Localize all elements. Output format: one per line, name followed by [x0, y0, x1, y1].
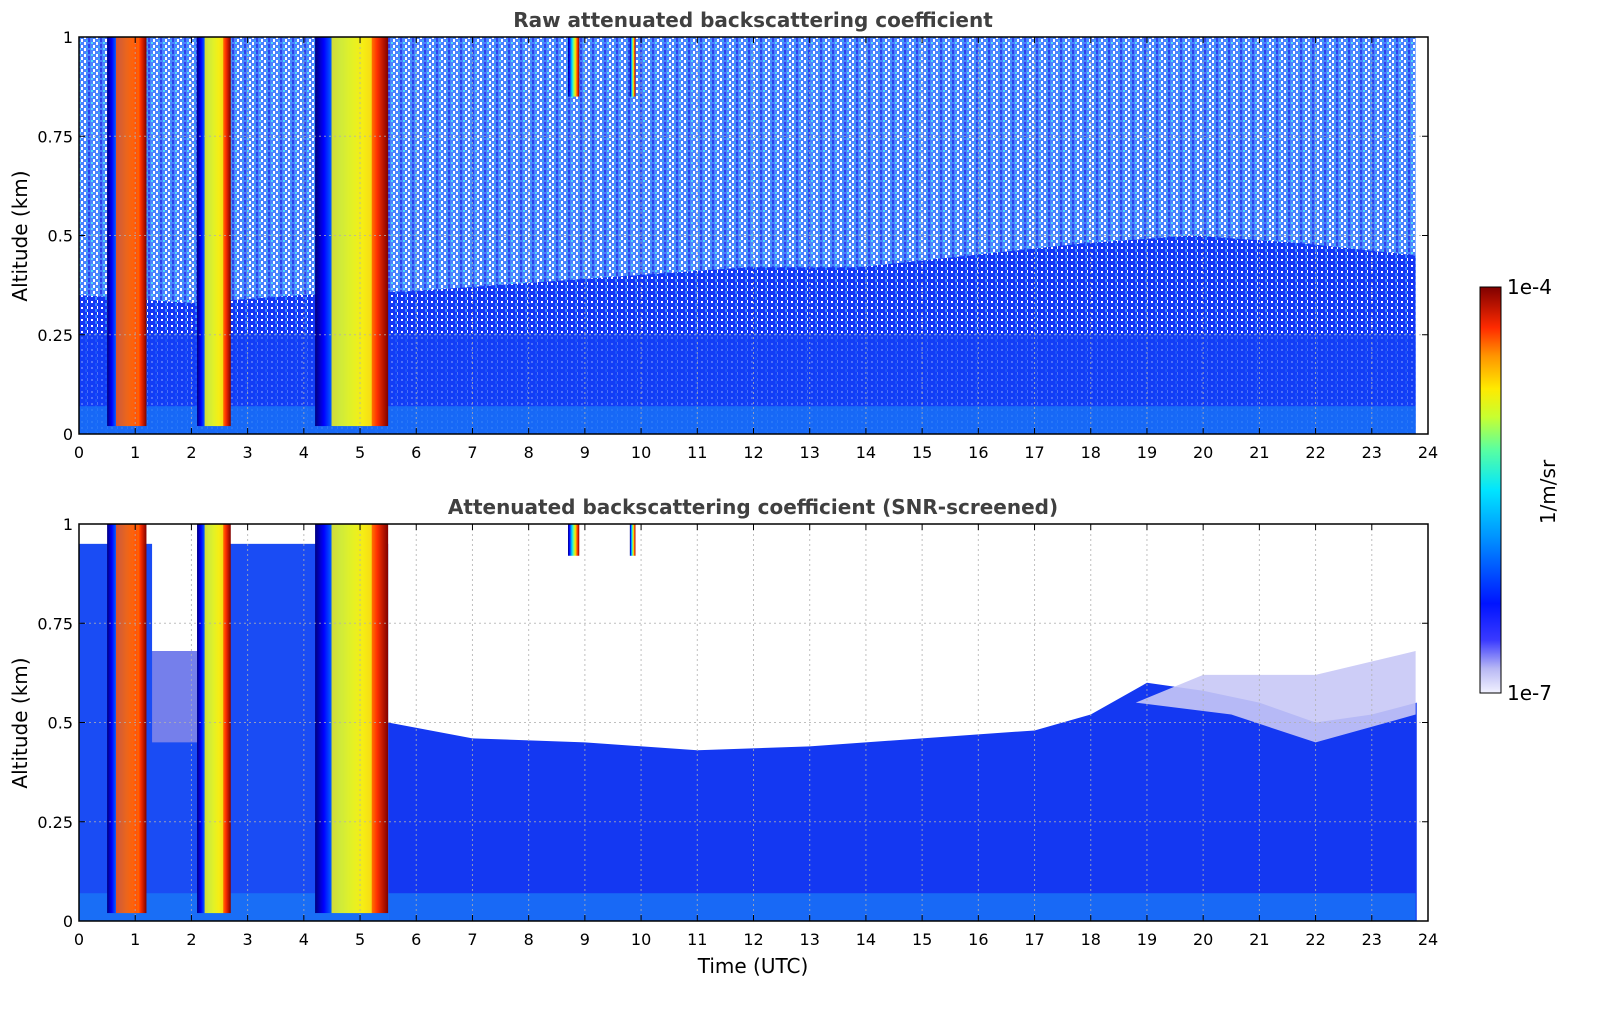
- strong-layer-core: [115, 524, 138, 914]
- strong-layer: [629, 524, 636, 556]
- strong-layer: [568, 524, 580, 556]
- x-tick-label: 23: [1362, 930, 1382, 949]
- panel-screened: Attenuated backscattering coefficient (S…: [8, 495, 1438, 978]
- colorbar-min-label: 1e-7: [1507, 681, 1552, 705]
- strong-layer-core: [204, 37, 224, 427]
- x-tick-label: 6: [411, 930, 421, 949]
- x-tick-label: 0: [74, 443, 84, 462]
- x-tick-label: 18: [1081, 443, 1101, 462]
- screened-layer: [388, 682, 1417, 921]
- x-tick-label: 16: [968, 930, 988, 949]
- y-tick-label: 0.25: [37, 326, 73, 345]
- strong-layer-core: [204, 524, 224, 914]
- colorbar-gradient: [1479, 286, 1502, 694]
- x-tick-label: 22: [1305, 443, 1325, 462]
- x-tick-label: 5: [355, 443, 365, 462]
- x-tick-label: 9: [580, 930, 590, 949]
- y-tick-label: 0: [63, 425, 73, 444]
- x-tick-label: 21: [1249, 443, 1269, 462]
- y-tick-label: 0.5: [48, 227, 73, 246]
- x-tick-label: 15: [912, 930, 932, 949]
- y-tick-label: 0.75: [37, 127, 73, 146]
- x-tick-label: 19: [1137, 443, 1157, 462]
- x-tick-label: 3: [243, 443, 253, 462]
- x-tick-label: 23: [1362, 443, 1382, 462]
- y-tick-label: 1: [63, 515, 73, 534]
- x-tick-label: 9: [580, 443, 590, 462]
- x-tick-label: 20: [1193, 930, 1213, 949]
- x-tick-label: 11: [687, 443, 707, 462]
- x-tick-label: 8: [524, 443, 534, 462]
- plot-area: 0 1 2 3 4 5 6 7 8 9 10 11 12 13 14 15 16 17 18 19 20 21 22 23 24…: [37, 515, 1438, 949]
- x-tick-label: 10: [631, 930, 651, 949]
- y-tick-label: 0.75: [37, 614, 73, 633]
- x-tick-label: 12: [743, 930, 763, 949]
- strong-layer-core: [331, 524, 372, 914]
- colorbar-max-label: 1e-4: [1507, 275, 1552, 299]
- x-tick-label: 14: [856, 930, 876, 949]
- x-tick-label: 21: [1249, 930, 1269, 949]
- panel-raw: Raw attenuated backscattering coefficien…: [8, 8, 1438, 462]
- x-tick-label: 13: [800, 443, 820, 462]
- x-tick-label: 1: [130, 930, 140, 949]
- colorbar-unit-label: 1/m/sr: [1536, 459, 1560, 524]
- x-tick-label: 7: [467, 443, 477, 462]
- x-tick-label: 6: [411, 443, 421, 462]
- x-tick-label: 17: [1024, 443, 1044, 462]
- strong-layer-core: [115, 37, 138, 427]
- screened-gap: [152, 524, 198, 652]
- x-tick-label: 5: [355, 930, 365, 949]
- strong-layer: [629, 37, 636, 97]
- x-tick-label: 4: [299, 930, 309, 949]
- y-axis-label: Altitude (km): [8, 170, 32, 301]
- panel-title: Attenuated backscattering coefficient (S…: [448, 495, 1058, 519]
- y-axis-label: Altitude (km): [8, 657, 32, 788]
- x-tick-label: 8: [524, 930, 534, 949]
- x-tick-label: 11: [687, 930, 707, 949]
- surface-layer: [79, 406, 1416, 434]
- x-tick-label: 24: [1418, 930, 1438, 949]
- x-tick-label: 0: [74, 930, 84, 949]
- colorbar: 1e-4 1e-7 1/m/sr: [1479, 275, 1560, 705]
- x-tick-label: 22: [1305, 930, 1325, 949]
- x-tick-label: 10: [631, 443, 651, 462]
- x-tick-label: 4: [299, 443, 309, 462]
- x-tick-label: 20: [1193, 443, 1213, 462]
- y-tick-label: 0: [63, 912, 73, 931]
- x-tick-label: 16: [968, 443, 988, 462]
- x-tick-label: 3: [243, 930, 253, 949]
- panel-title: Raw attenuated backscattering coefficien…: [513, 8, 993, 32]
- faint-layer: [152, 651, 198, 743]
- x-tick-label: 19: [1137, 930, 1157, 949]
- x-tick-label: 24: [1418, 443, 1438, 462]
- y-tick-label: 0.5: [48, 714, 73, 733]
- surface-layer: [79, 893, 1416, 921]
- x-axis-label: Time (UTC): [697, 954, 809, 978]
- y-tick-label: 1: [63, 28, 73, 47]
- plot-area: 0 1 2 3 4 5 6 7 8 9 10 11 12 13 14 15 16 17 18 19 20 21 22 23 24…: [37, 28, 1438, 462]
- x-tick-label: 1: [130, 443, 140, 462]
- x-tick-label: 15: [912, 443, 932, 462]
- strong-layer-core: [331, 37, 372, 427]
- x-tick-label: 13: [800, 930, 820, 949]
- faint-layer: [1135, 651, 1416, 743]
- x-tick-label: 18: [1081, 930, 1101, 949]
- x-tick-label: 14: [856, 443, 876, 462]
- x-tick-label: 17: [1024, 930, 1044, 949]
- x-tick-label: 2: [186, 930, 196, 949]
- x-tick-label: 7: [467, 930, 477, 949]
- x-tick-label: 2: [186, 443, 196, 462]
- y-tick-label: 0.25: [37, 813, 73, 832]
- strong-layer: [568, 37, 580, 97]
- x-tick-label: 12: [743, 443, 763, 462]
